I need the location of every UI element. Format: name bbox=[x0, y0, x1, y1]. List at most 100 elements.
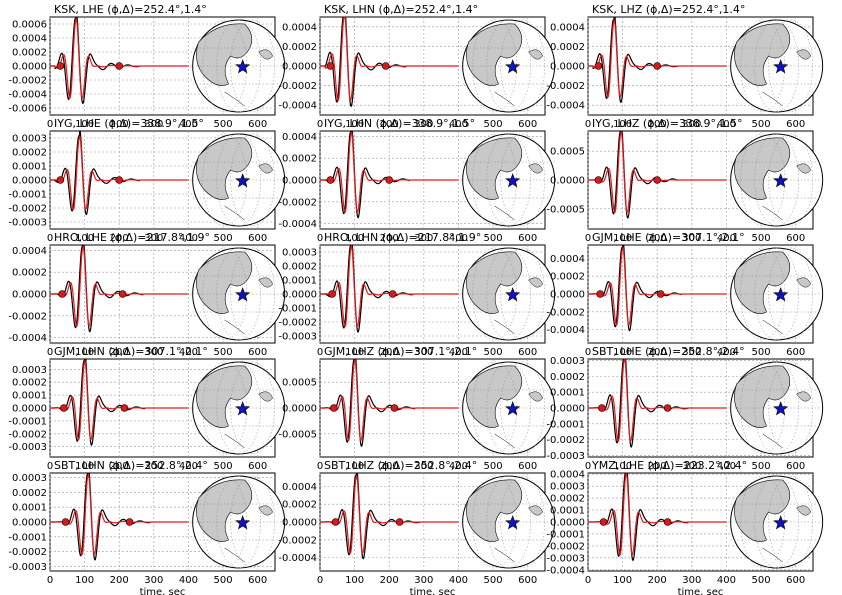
y-tick-label: 0.0001 bbox=[550, 388, 585, 399]
x-tick-label: 300 bbox=[682, 347, 701, 358]
globe-coast bbox=[494, 433, 515, 449]
x-tick-label: 400 bbox=[179, 233, 198, 244]
x-tick-label: 300 bbox=[414, 575, 433, 586]
subplot-title: HRO, LHE (ϕ,Δ)=217.8°,1.9° bbox=[54, 231, 210, 244]
globe-meridian bbox=[500, 133, 545, 227]
y-tick-label: -0.0003 bbox=[8, 562, 47, 573]
x-tick-label: 0 bbox=[317, 119, 323, 130]
x-tick-label: 0 bbox=[47, 461, 53, 472]
window-marker bbox=[663, 518, 672, 526]
y-tick-label: 0.0003 bbox=[282, 248, 317, 259]
epicenter-star-icon bbox=[235, 59, 251, 74]
subplot-gjm-lhe: 0 100 200 300 400 500 600 0.0004 0.0002 0.0000 -0.… bbox=[546, 231, 824, 358]
subplot-iyg-lhn: 0 100 200 300 400 500 600 0.0004 0.0002 0.0000 -0.… bbox=[278, 117, 556, 244]
x-tick-label: 100 bbox=[345, 233, 364, 244]
subplot-hro-lhe: 0 100 200 300 400 500 600 0.0004 0.0002 0.0000 -0.… bbox=[8, 231, 286, 358]
y-tick-label: 0.0000 bbox=[282, 62, 317, 73]
x-axis-label: time, sec bbox=[140, 587, 186, 595]
y-tick-label: -0.0004 bbox=[278, 101, 317, 112]
window-marker bbox=[120, 404, 129, 412]
window-marker bbox=[653, 62, 662, 70]
globe-land bbox=[466, 251, 523, 314]
x-tick-label: 0 bbox=[585, 461, 591, 472]
epicenter-star-icon bbox=[235, 401, 251, 416]
x-tick-label: 200 bbox=[380, 347, 399, 358]
globe-land bbox=[196, 479, 253, 542]
x-tick-label: 200 bbox=[648, 461, 667, 472]
window-marker bbox=[56, 176, 65, 184]
subplot-gjm-lhz: 0 100 200 300 400 500 600 0.0005 0.0000 -0.0005 GJ… bbox=[278, 345, 556, 472]
subplot-hro-lhn: 0 100 200 300 400 500 600 0.0003 0.0002 0.0001 0.0… bbox=[278, 231, 556, 358]
x-tick-label: 400 bbox=[717, 461, 736, 472]
subplot-title: IYG, LHZ (ϕ,Δ)=338.9°,1.5° bbox=[592, 117, 742, 130]
y-tick-label: 0.0000 bbox=[12, 176, 47, 187]
y-tick-label: 0.0002 bbox=[282, 154, 317, 165]
epicenter-star-icon bbox=[505, 401, 521, 416]
globe-coast bbox=[762, 319, 783, 335]
y-tick-label: -0.0002 bbox=[278, 535, 317, 546]
y-tick-label: 0.0004 bbox=[282, 132, 317, 143]
x-tick-label: 200 bbox=[110, 119, 129, 130]
y-tick-label: -0.0003 bbox=[8, 218, 47, 229]
x-tick-label: 500 bbox=[484, 461, 503, 472]
x-tick-label: 600 bbox=[248, 461, 267, 472]
x-tick-label: 600 bbox=[248, 575, 267, 586]
x-tick-label: 100 bbox=[75, 233, 94, 244]
x-tick-label: 300 bbox=[682, 575, 701, 586]
globe-inset bbox=[192, 19, 286, 113]
y-tick-label: 0.0003 bbox=[12, 134, 47, 145]
x-tick-label: 400 bbox=[717, 575, 736, 586]
y-tick-label: 0.0000 bbox=[282, 404, 317, 415]
y-tick-label: 0.0000 bbox=[12, 62, 47, 73]
globe-coast bbox=[762, 91, 783, 107]
y-tick-label: 0.0002 bbox=[282, 500, 317, 511]
window-marker bbox=[125, 518, 134, 526]
globe-land bbox=[196, 365, 253, 428]
globe-coast bbox=[494, 205, 515, 221]
x-tick-label: 500 bbox=[484, 347, 503, 358]
x-tick-label: 300 bbox=[682, 119, 701, 130]
x-tick-label: 200 bbox=[648, 575, 667, 586]
x-tick-label: 0 bbox=[585, 119, 591, 130]
x-tick-label: 0 bbox=[47, 119, 53, 130]
x-tick-label: 600 bbox=[518, 119, 537, 130]
y-tick-label: 0.0000 bbox=[550, 176, 585, 187]
y-tick-label: 0.0002 bbox=[550, 494, 585, 505]
x-tick-label: 300 bbox=[414, 347, 433, 358]
x-tick-label: 500 bbox=[214, 461, 233, 472]
x-tick-label: 600 bbox=[786, 347, 805, 358]
globe-coast bbox=[224, 91, 245, 107]
x-tick-label: 400 bbox=[179, 119, 198, 130]
epicenter-star-icon bbox=[235, 515, 251, 530]
x-tick-label: 100 bbox=[613, 347, 632, 358]
globe-coast bbox=[224, 547, 245, 563]
x-tick-label: 100 bbox=[75, 461, 94, 472]
x-tick-label: 400 bbox=[449, 119, 468, 130]
y-tick-label: -0.0002 bbox=[546, 435, 585, 446]
x-tick-label: 200 bbox=[380, 461, 399, 472]
globe-inset bbox=[462, 475, 556, 569]
synthetic-waveform bbox=[588, 473, 727, 556]
globe-meridian bbox=[230, 19, 275, 113]
y-tick-label: 0.0000 bbox=[282, 176, 317, 187]
globe-islands bbox=[528, 391, 543, 402]
x-tick-label: 300 bbox=[682, 233, 701, 244]
window-marker bbox=[395, 518, 404, 526]
globe-coast bbox=[762, 547, 783, 563]
x-tick-label: 0 bbox=[585, 233, 591, 244]
x-axis-label: time, sec bbox=[410, 587, 456, 595]
y-tick-label: -0.0004 bbox=[8, 90, 47, 101]
window-marker bbox=[594, 62, 603, 70]
x-tick-label: 100 bbox=[75, 575, 94, 586]
y-tick-label: 0.0000 bbox=[550, 290, 585, 301]
globe-islands bbox=[796, 49, 811, 60]
globe-islands bbox=[528, 505, 543, 516]
y-tick-label: 0.0001 bbox=[12, 391, 47, 402]
globe-land bbox=[734, 479, 791, 542]
y-tick-label: 0.0000 bbox=[282, 290, 317, 301]
y-tick-label: -0.0005 bbox=[278, 429, 317, 440]
y-tick-label: -0.0002 bbox=[8, 311, 47, 322]
globe-coast bbox=[224, 433, 245, 449]
y-tick-label: -0.0002 bbox=[8, 76, 47, 87]
x-tick-label: 0 bbox=[47, 347, 53, 358]
